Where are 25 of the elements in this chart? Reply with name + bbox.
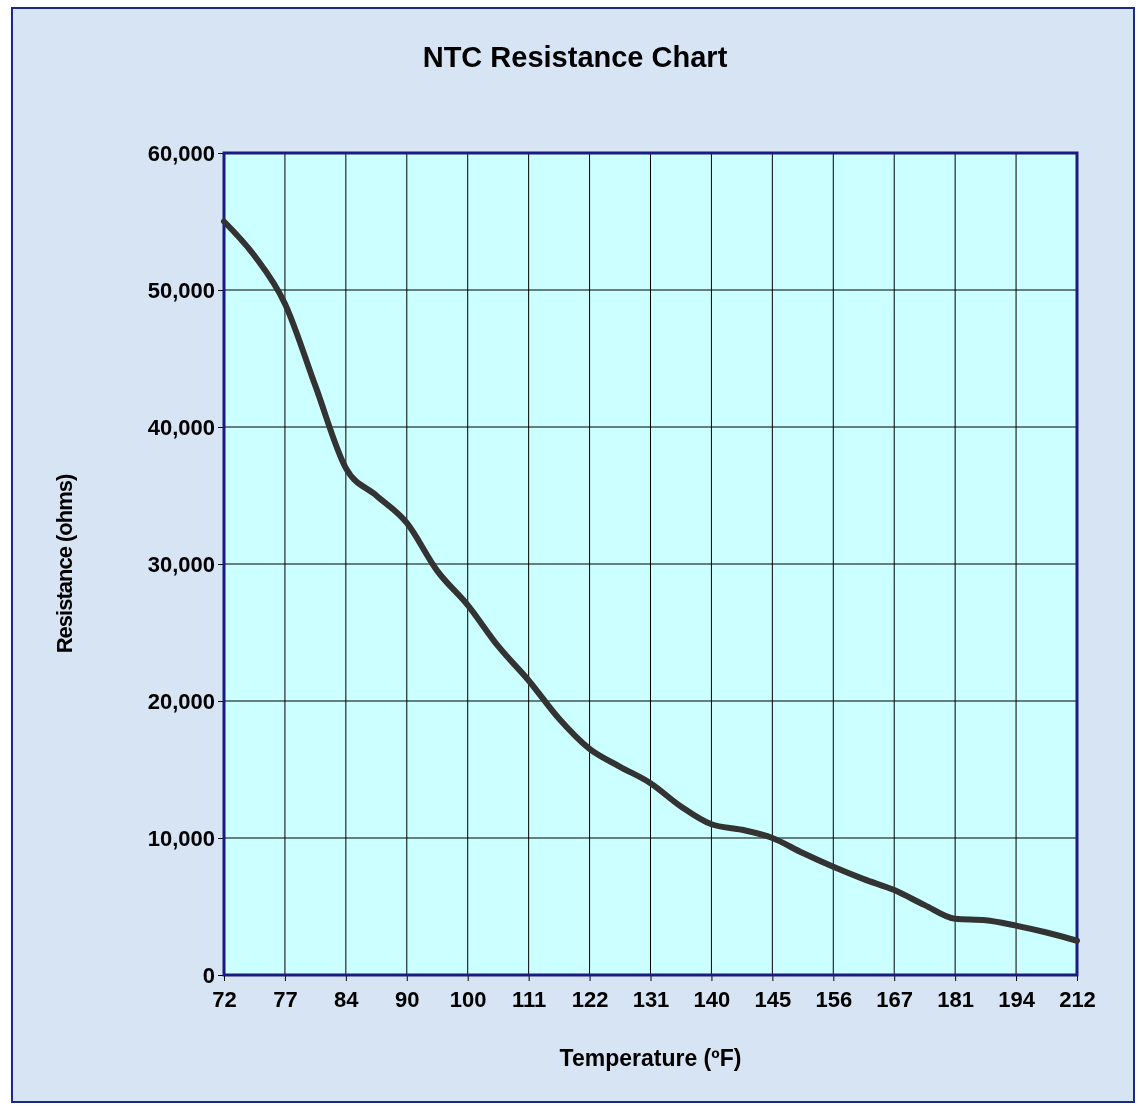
x-tick-label: 131 <box>632 986 670 1012</box>
x-tick-label: 111 <box>512 986 547 1012</box>
x-tick-label: 90 <box>395 986 420 1012</box>
x-tick-label: 156 <box>815 986 853 1012</box>
x-tick-label: 72 <box>212 986 237 1012</box>
y-tick-label: 30,000 <box>147 551 215 577</box>
x-tick-label: 212 <box>1059 986 1096 1012</box>
x-tick-label: 77 <box>273 986 298 1012</box>
x-axis-title: Temperature (ºF) <box>559 1045 742 1071</box>
x-tick-label: 145 <box>754 986 792 1012</box>
chart-title: NTC Resistance Chart <box>422 41 728 73</box>
y-tick-label: 40,000 <box>147 414 215 440</box>
x-tick-label: 100 <box>449 986 487 1012</box>
x-tick-label: 122 <box>571 986 609 1012</box>
x-tick-label: 167 <box>876 986 914 1012</box>
x-tick-label: 194 <box>998 986 1036 1012</box>
y-tick-label: 0 <box>202 962 215 988</box>
y-axis-title: Resistance (ohms) <box>52 474 77 654</box>
y-tick-label: 10,000 <box>147 825 215 851</box>
x-tick-label: 84 <box>334 986 360 1012</box>
x-tick-label: 140 <box>693 986 731 1012</box>
y-tick-label: 50,000 <box>147 277 215 303</box>
y-tick-label: 60,000 <box>147 140 215 166</box>
y-tick-label: 20,000 <box>147 688 215 714</box>
x-tick-label: 181 <box>937 986 974 1012</box>
